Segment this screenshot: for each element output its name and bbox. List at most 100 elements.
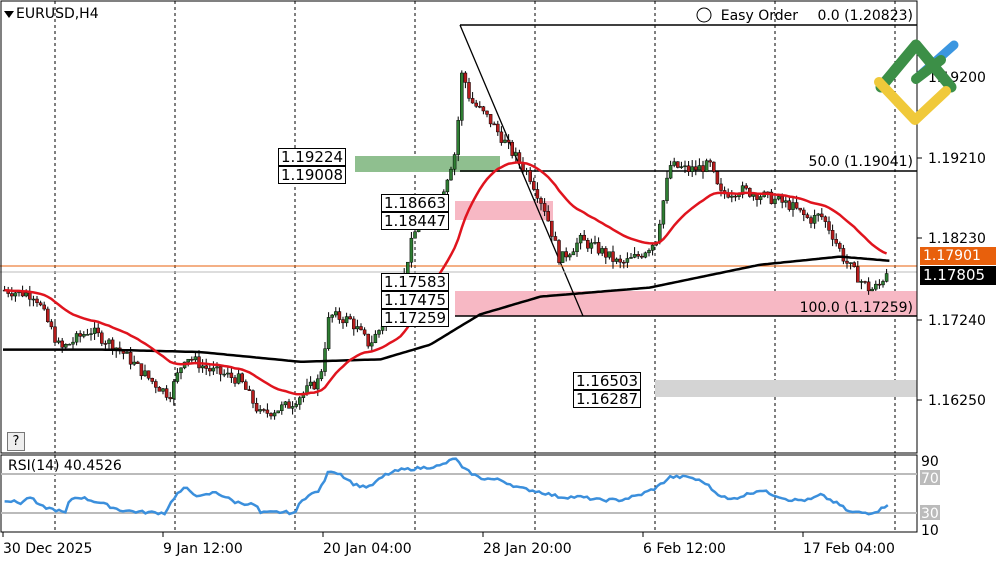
candle (881, 279, 885, 288)
candle-body (503, 139, 507, 143)
candle (323, 341, 327, 377)
candle (874, 280, 878, 291)
candle-body (107, 339, 111, 344)
candle (463, 71, 468, 89)
candle-body (146, 370, 151, 379)
candle-body (496, 123, 500, 133)
candle (542, 198, 547, 217)
candle (294, 400, 298, 409)
candle (496, 120, 500, 136)
candle (708, 158, 712, 167)
price-label: 1.19210 (928, 151, 986, 167)
candle (877, 279, 882, 289)
fibo-level-0-label: 0.0 (1.20823) (817, 8, 913, 24)
bid-price-tag: 1.17805 (920, 266, 996, 285)
rsi-pane-frame (0, 454, 918, 533)
candle (676, 161, 680, 169)
candle (600, 245, 604, 257)
candle-body (413, 231, 417, 239)
candle-body (319, 371, 324, 380)
candle (640, 253, 644, 260)
candle-body (312, 381, 316, 390)
candle (730, 190, 734, 203)
candle (568, 252, 572, 261)
candle-body (254, 402, 259, 412)
candle-body (604, 248, 608, 258)
candle (733, 194, 738, 202)
main-pane-frame (0, 0, 918, 454)
candle-body (600, 248, 604, 254)
rsi-line (4, 457, 889, 516)
candle-body (161, 388, 165, 392)
candle (474, 99, 478, 108)
fibo-level-50-label: 50.0 (1.19041) (809, 154, 913, 170)
candle (492, 121, 496, 126)
candle-body (708, 160, 712, 163)
candle-body (593, 242, 597, 244)
candle (604, 246, 608, 264)
time-label: 30 Dec 2025 (3, 541, 92, 557)
candle (629, 252, 633, 259)
candle-body (49, 321, 54, 328)
candle-body (294, 404, 298, 407)
candle-body (553, 236, 558, 241)
candle-body (514, 152, 518, 156)
candle (103, 340, 108, 349)
candle-body (276, 410, 280, 414)
candle (330, 314, 334, 323)
candle (78, 330, 82, 343)
candle (67, 343, 72, 346)
candle-body (823, 216, 828, 222)
candle-body (132, 361, 136, 365)
candle-body (715, 171, 720, 185)
candle-body (236, 373, 241, 384)
candle (85, 328, 90, 336)
candle (341, 316, 345, 329)
candle-body (528, 170, 532, 182)
candle-body (359, 326, 363, 331)
candle-body (308, 381, 313, 386)
candle-body (881, 281, 885, 286)
candle-body (179, 367, 183, 374)
collapse-triangle-icon[interactable] (4, 11, 14, 18)
candle-body (380, 326, 385, 331)
candle-body (355, 326, 360, 330)
candle (150, 377, 154, 385)
candle-body (665, 177, 669, 201)
candle (229, 366, 234, 383)
time-label: 28 Jan 20:00 (483, 541, 572, 557)
zone-2 (455, 291, 917, 316)
candle (758, 193, 763, 205)
candle-body (474, 102, 478, 107)
candle (690, 160, 694, 177)
candle (28, 285, 32, 307)
candle-body (632, 254, 637, 258)
help-button[interactable]: ? (7, 432, 25, 451)
candle-body (812, 215, 817, 224)
candle-body (71, 341, 75, 345)
candle (56, 337, 61, 345)
candle-body (13, 292, 18, 297)
candle-body (125, 351, 129, 354)
candle (136, 360, 140, 364)
candle (546, 205, 550, 222)
candle (226, 367, 230, 378)
candle-body (798, 207, 802, 211)
candle-body (222, 373, 226, 376)
candle-body (449, 168, 453, 181)
candle-body (701, 165, 705, 172)
candle-body (751, 193, 756, 197)
candle-body (755, 193, 759, 200)
candle (218, 366, 223, 382)
candle (96, 323, 100, 337)
candle-body (740, 185, 745, 195)
candle-body (352, 318, 356, 330)
ask-price-tag: 1.17901 (920, 247, 996, 265)
candle (334, 307, 338, 318)
zone-label-high: 1.17583 (381, 273, 450, 291)
candle-body (668, 165, 673, 179)
candle-body (780, 196, 784, 203)
candle (679, 161, 684, 169)
